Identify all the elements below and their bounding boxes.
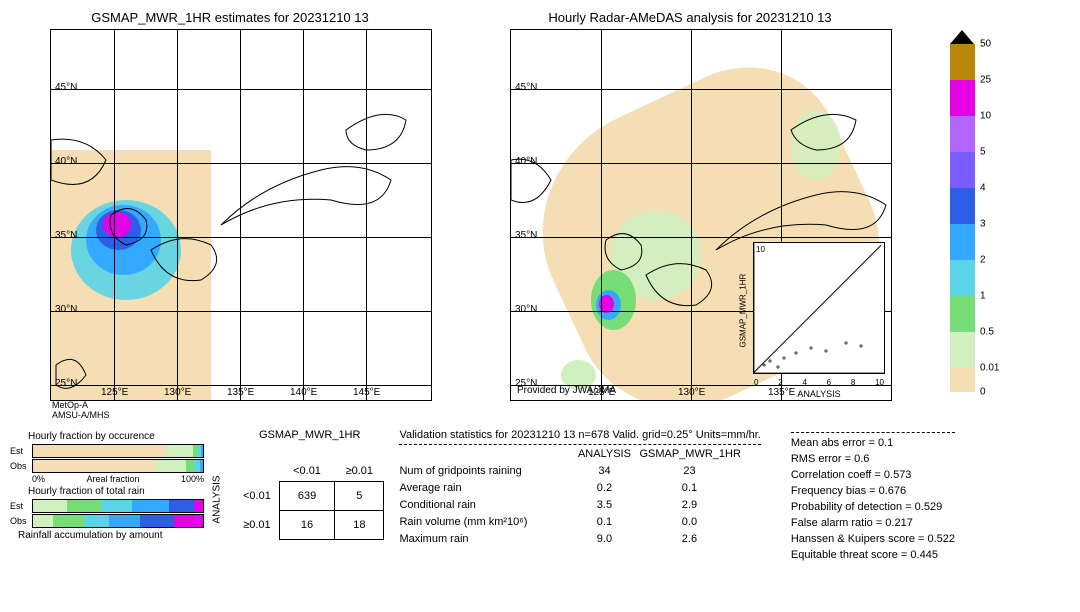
svg-text:10: 10 (756, 245, 765, 254)
left-map-panel: GSMAP_MWR_1HR estimates for 20231210 13 (10, 10, 450, 421)
right-map: 45°N 40°N 35°N 30°N 25°N 125°E 130°E 135… (510, 29, 892, 401)
stats-area: Validation statistics for 20231210 13 n=… (399, 429, 955, 565)
colorbar: 502510543210.50.010 (950, 44, 975, 414)
left-map: 45°N 40°N 35°N 30°N 25°N 125°E 130°E 135… (50, 29, 432, 401)
contingency-table: <0.01≥0.01 <0.016395 ≥0.011618 (235, 461, 384, 540)
bottom-row: Hourly fraction by occurence EstObs 0%Ar… (10, 429, 1070, 565)
scatter-inset: 10 (753, 242, 885, 374)
stats-title: Validation statistics for 20231210 13 n=… (399, 429, 760, 441)
colorbar-arrow-icon (950, 30, 974, 44)
right-map-title: Hourly Radar-AMeDAS analysis for 2023121… (470, 10, 910, 25)
stats-table: Validation statistics for 20231210 13 n=… (399, 429, 760, 565)
map-row: GSMAP_MWR_1HR estimates for 20231210 13 (10, 10, 1070, 421)
right-map-panel: Hourly Radar-AMeDAS analysis for 2023121… (470, 10, 910, 421)
colorbar-panel: 502510543210.50.010 (950, 30, 975, 421)
contingency-panel: GSMAP_MWR_1HR <0.01≥0.01 <0.016395 ≥0.01… (235, 429, 384, 565)
left-map-title: GSMAP_MWR_1HR estimates for 20231210 13 (10, 10, 450, 25)
stats-metrics: Mean abs error = 0.1RMS error = 0.6Corre… (791, 429, 955, 565)
fraction-bars: Hourly fraction by occurence EstObs 0%Ar… (10, 429, 220, 565)
provided-label: Provided by JWA/JMA (517, 385, 616, 396)
left-sub-labels: MetOp-A AMSU-A/MHS (52, 401, 450, 421)
left-coast-svg (51, 30, 431, 400)
